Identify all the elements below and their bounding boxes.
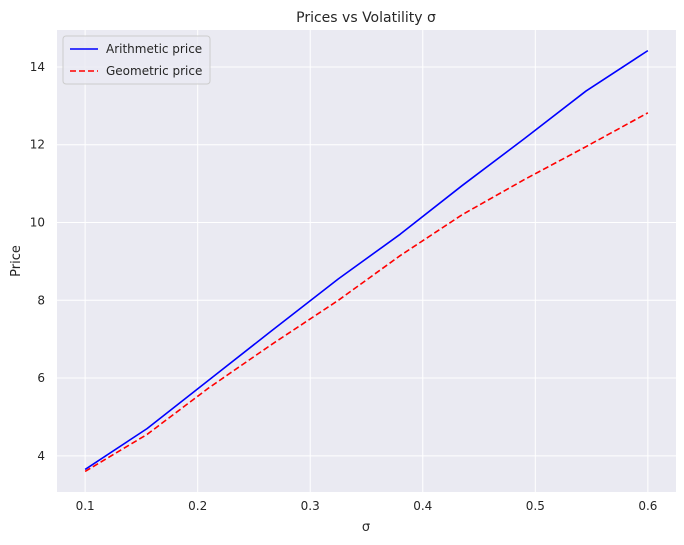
x-tick-label: 0.5 [526, 499, 545, 513]
legend-label-arithmetic: Arithmetic price [106, 42, 202, 56]
y-tick-label: 8 [37, 293, 45, 307]
chart-title: Prices vs Volatility σ [296, 10, 436, 26]
y-tick-label: 12 [30, 138, 45, 152]
y-ticks: 4 6 8 10 12 14 [30, 60, 45, 463]
x-tick-label: 0.2 [188, 499, 207, 513]
y-tick-label: 4 [37, 449, 45, 463]
grid [57, 30, 676, 492]
series-layer [84, 49, 649, 473]
x-tick-label: 0.3 [301, 499, 320, 513]
plot-area [57, 30, 676, 492]
y-tick-label: 6 [37, 371, 45, 385]
legend-box [62, 35, 211, 85]
y-tick-label: 10 [30, 216, 45, 230]
x-tick-label: 0.1 [76, 499, 95, 513]
x-axis-label: σ [362, 520, 370, 535]
legend-label-geometric: Geometric price [106, 64, 202, 78]
series-line-geometric [84, 112, 649, 473]
x-tick-label: 0.6 [638, 499, 657, 513]
series-line-arithmetic [84, 49, 649, 471]
x-tick-label: 0.4 [413, 499, 432, 513]
legend: Arithmetic price Geometric price [62, 35, 211, 85]
y-axis-label: Price [9, 245, 24, 277]
y-tick-label: 14 [30, 60, 45, 74]
x-ticks: 0.1 0.2 0.3 0.4 0.5 0.6 [76, 499, 658, 513]
